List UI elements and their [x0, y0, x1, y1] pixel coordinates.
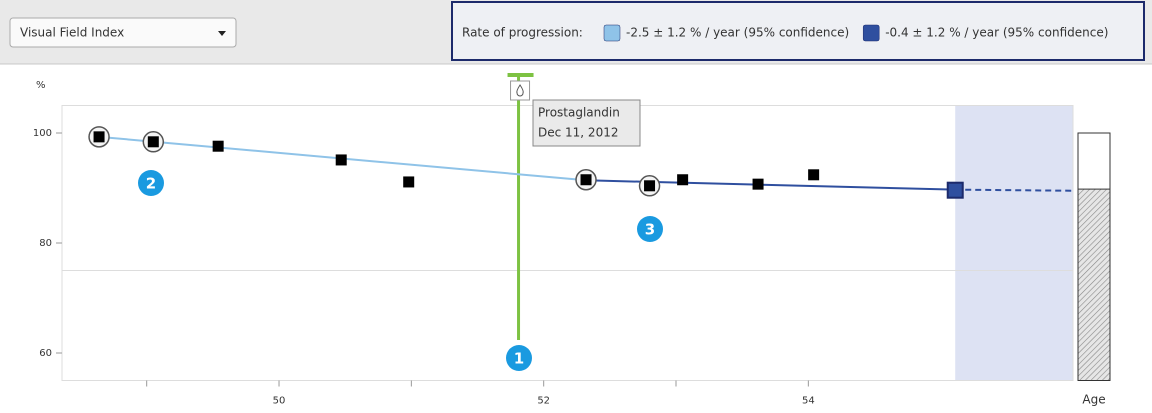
- projection-bar-value: [1077, 188, 1111, 381]
- callout-badge: [637, 216, 663, 242]
- point: [677, 174, 689, 186]
- point: [335, 154, 347, 166]
- dropdown-box[interactable]: [9, 17, 237, 48]
- callout-badge: [138, 170, 164, 196]
- x-tick-label: 50: [273, 396, 286, 407]
- point: [580, 174, 592, 186]
- callout-badge: [506, 345, 532, 371]
- legend-title: Rate of progression:: [462, 26, 583, 40]
- point: [403, 176, 415, 188]
- dropdown[interactable]: Visual Field Index: [9, 17, 237, 48]
- x-tick-label: 54: [802, 396, 815, 407]
- dropdown-label[interactable]: Visual Field Index: [20, 26, 124, 40]
- y-tick-label: 100: [33, 128, 52, 139]
- point: [644, 180, 656, 192]
- x-axis-label: Age: [1082, 393, 1105, 407]
- legend-label: -0.4 ± 1.2 % / year (95% confidence): [885, 26, 1108, 40]
- annotation-cap: [507, 73, 534, 77]
- point: [946, 181, 964, 199]
- point: [147, 136, 159, 148]
- point: [212, 140, 224, 152]
- callout-number: 2: [146, 175, 156, 193]
- annotation-tooltip: [532, 99, 641, 147]
- annotation-label: Prostaglandin: [538, 106, 620, 120]
- annotation-icon: [510, 80, 531, 101]
- drop-icon: [516, 84, 524, 97]
- y-axis-label: %: [36, 80, 46, 91]
- annotation-date: Dec 11, 2012: [538, 126, 618, 140]
- y-tick-label: 60: [39, 348, 52, 359]
- point: [93, 131, 105, 143]
- legend-box: [451, 1, 1145, 61]
- dropdown-arrow[interactable]: [218, 31, 226, 36]
- legend-swatch: [603, 24, 621, 42]
- point: [808, 169, 820, 181]
- point: [752, 178, 764, 190]
- legend-swatch: [862, 24, 880, 42]
- y-tick-label: 80: [39, 238, 52, 249]
- callout-number: 3: [645, 221, 655, 239]
- x-tick-label: 52: [537, 396, 550, 407]
- callout-number: 1: [514, 350, 524, 368]
- projection-region: [955, 105, 1073, 381]
- legend-label: -2.5 ± 1.2 % / year (95% confidence): [626, 26, 849, 40]
